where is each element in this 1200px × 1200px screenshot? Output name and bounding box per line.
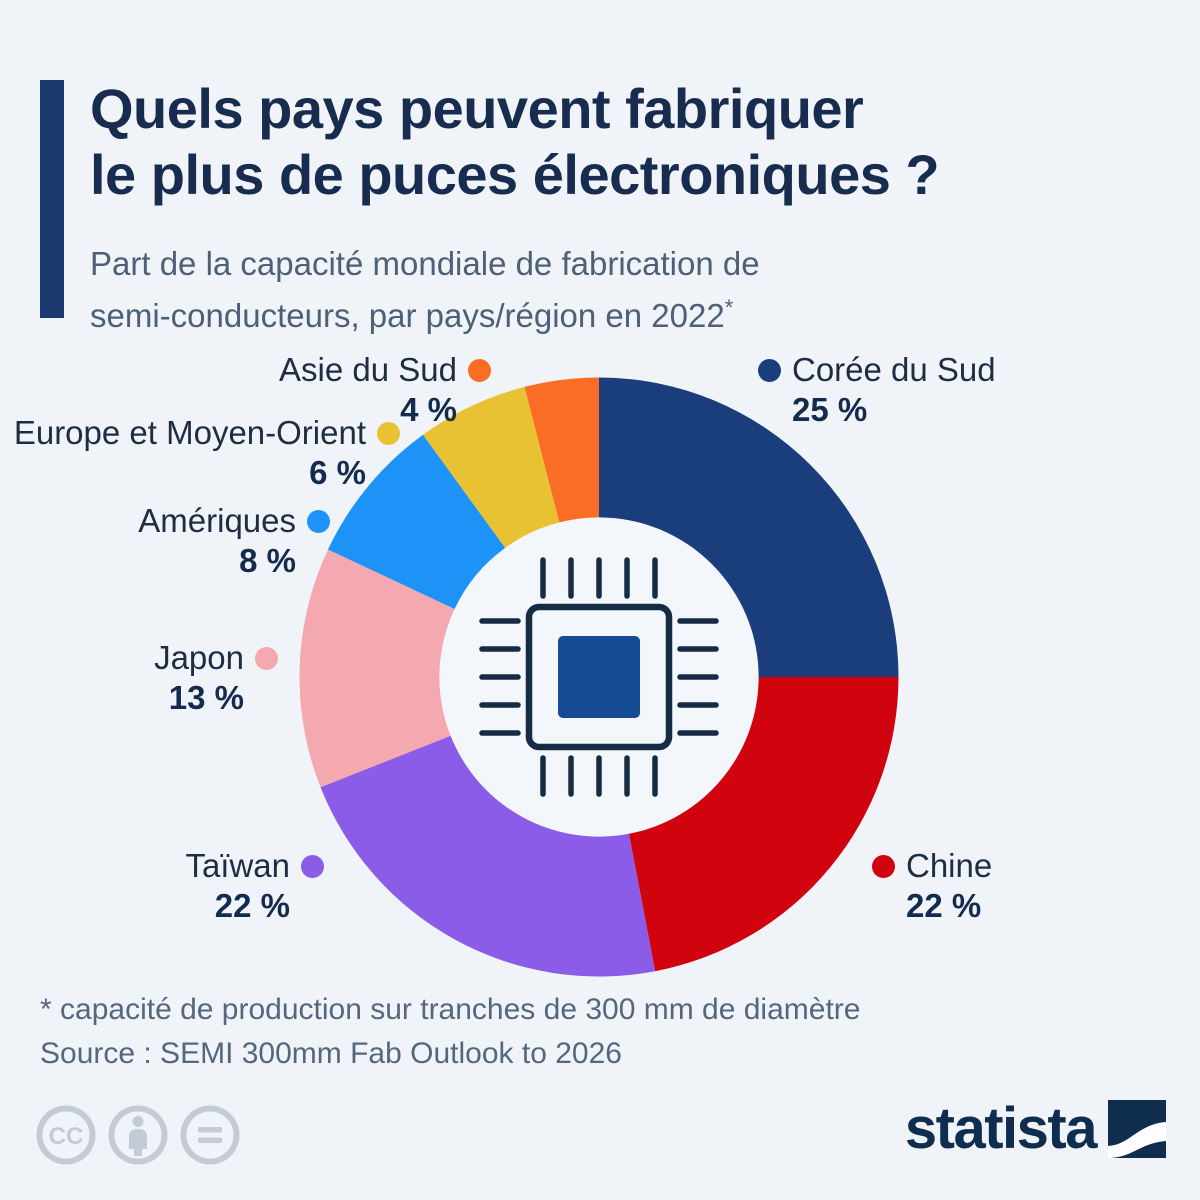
segment-name: Japon — [154, 639, 244, 676]
donut-segment-chine — [628, 677, 899, 972]
donut-chart — [299, 377, 899, 977]
segment-value: 22 % — [906, 887, 982, 924]
donut-segment-cor-e-du-sud — [599, 377, 899, 677]
segment-name: Europe et Moyen-Orient — [13, 414, 366, 451]
segment-value: 25 % — [792, 391, 868, 428]
segment-value: 8 % — [239, 542, 296, 579]
legend-dot-europe-et-moyen-orient — [377, 421, 400, 445]
title-line-2: le plus de puces électroniques ? — [90, 143, 940, 206]
page-subtitle: Part de la capacité mondiale de fabricat… — [90, 242, 760, 338]
cc-license-icons[interactable]: CC — [33, 1103, 245, 1167]
donut-segment-ta-wan — [320, 735, 656, 977]
donut-segment-japon — [299, 549, 455, 788]
segment-name: Amériques — [138, 502, 296, 539]
segment-name: Taïwan — [185, 847, 290, 884]
legend-dot-japon — [255, 646, 278, 670]
chip-body — [525, 603, 673, 751]
donut-segment-asie-du-sud — [524, 377, 599, 523]
chart-footnote: * capacité de production sur tranches de… — [40, 993, 861, 1026]
equals-glyph — [198, 1127, 222, 1143]
title-accent-bar — [40, 80, 64, 318]
no-derivatives-icon[interactable] — [180, 1105, 240, 1165]
footnote-asterisk: * — [724, 295, 734, 320]
statista-logo-mark — [1108, 1100, 1166, 1158]
attribution-person-glyph — [129, 1116, 147, 1156]
title-line-1: Quels pays peuvent fabriquer — [90, 77, 864, 140]
page-title: Quels pays peuvent fabriquer le plus de … — [90, 76, 940, 208]
label-asie-du-sud: Asie du Sud 4 % — [279, 350, 491, 430]
attribution-icon[interactable] — [108, 1105, 168, 1165]
label-europe-et-moyen-orient: Europe et Moyen-Orient 6 % — [14, 413, 400, 493]
label-coree-du-sud: Corée du Sud 25 % — [758, 350, 996, 430]
statista-logo[interactable]: statista — [905, 1100, 1166, 1158]
segment-name: Asie du Sud — [279, 351, 457, 388]
label-ameriques: Amériques 8 % — [138, 501, 330, 581]
legend-dot-ameriques — [307, 509, 330, 533]
legend-dot-chine — [872, 854, 895, 878]
creative-commons-icon[interactable] — [36, 1105, 96, 1165]
statista-wordmark: statista — [904, 1096, 1098, 1161]
legend-dot-coree-du-sud — [758, 358, 781, 382]
segment-value: 6 % — [309, 454, 366, 491]
segment-name: Chine — [906, 847, 993, 884]
label-japon: Japon 13 % — [154, 638, 278, 718]
microchip-icon — [479, 557, 719, 797]
legend-dot-asie-du-sud — [468, 358, 491, 382]
subtitle-line-2: semi-conducteurs, par pays/région en 202… — [90, 295, 734, 334]
segment-value: 22 % — [214, 887, 290, 924]
label-chine: Chine 22 % — [872, 846, 992, 926]
segment-value: 4 % — [400, 391, 457, 428]
donut-segment-europe-et-moyen-orient — [422, 386, 560, 548]
segment-name: Corée du Sud — [792, 351, 996, 388]
donut-segment-am-riques — [328, 434, 506, 610]
segment-value: 13 % — [168, 679, 244, 716]
chip-core — [558, 636, 640, 718]
label-taiwan: Taïwan 22 % — [185, 846, 324, 926]
cc-icon-glyph: CC — [49, 1123, 84, 1150]
subtitle-line-1: Part de la capacité mondiale de fabricat… — [90, 245, 760, 282]
legend-dot-taiwan — [301, 854, 324, 878]
chart-source: Source : SEMI 300mm Fab Outlook to 2026 — [40, 1037, 622, 1070]
